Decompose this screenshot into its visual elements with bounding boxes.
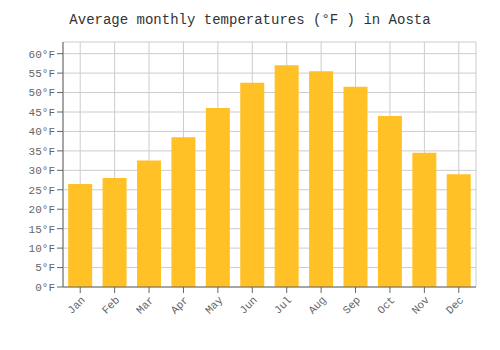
svg-text:Dec: Dec — [444, 294, 466, 316]
svg-text:50°F: 50°F — [29, 87, 55, 99]
svg-text:40°F: 40°F — [29, 126, 55, 138]
svg-text:5°F: 5°F — [35, 262, 55, 274]
svg-text:15°F: 15°F — [29, 224, 55, 236]
svg-text:30°F: 30°F — [29, 165, 55, 177]
svg-text:May: May — [203, 294, 226, 317]
svg-text:45°F: 45°F — [29, 107, 55, 119]
svg-text:Jul: Jul — [272, 294, 294, 316]
svg-text:Aug: Aug — [306, 294, 328, 316]
svg-text:Mar: Mar — [134, 294, 156, 316]
svg-text:0°F: 0°F — [35, 282, 55, 294]
svg-text:Oct: Oct — [375, 294, 397, 316]
svg-text:Feb: Feb — [100, 294, 122, 316]
svg-text:25°F: 25°F — [29, 185, 55, 197]
svg-text:Sep: Sep — [341, 294, 363, 316]
svg-text:Apr: Apr — [169, 294, 191, 316]
svg-text:10°F: 10°F — [29, 243, 55, 255]
html-text:Average monthly temperatures (: Average monthly temperatures (°F ) in Ao… — [69, 12, 431, 28]
svg-text:20°F: 20°F — [29, 204, 55, 216]
svg-text:Jun: Jun — [237, 294, 259, 316]
svg-text:55°F: 55°F — [29, 68, 55, 80]
svg-text:Nov: Nov — [410, 294, 433, 317]
svg-text:35°F: 35°F — [29, 146, 55, 158]
svg-text:Jan: Jan — [65, 294, 87, 316]
svg-text:60°F: 60°F — [29, 49, 55, 61]
